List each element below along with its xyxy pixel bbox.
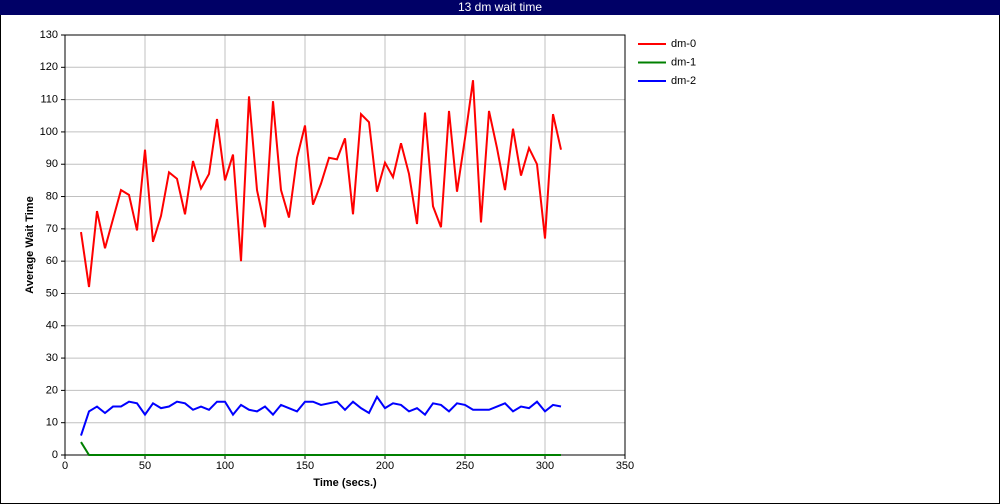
legend-label: dm-1: [671, 56, 696, 68]
y-tick-label: 130: [40, 29, 58, 41]
y-tick-label: 40: [46, 320, 58, 332]
line-series: [80, 441, 561, 456]
x-tick-label: 50: [139, 460, 151, 472]
title-bar: [0, 0, 1000, 15]
x-tick-label: 100: [216, 460, 234, 472]
plot-area: [65, 35, 625, 455]
x-tick-label: 250: [456, 460, 474, 472]
x-tick-label: 150: [296, 460, 314, 472]
y-tick-label: 110: [40, 94, 58, 106]
y-tick-label: 100: [40, 126, 58, 138]
line-series: [80, 394, 562, 436]
x-tick-label: 0: [62, 460, 68, 472]
y-tick-label: 60: [46, 255, 58, 267]
y-tick-label: 80: [46, 190, 58, 202]
x-axis-label: Time (secs.): [313, 477, 377, 489]
x-tick-label: 350: [616, 460, 634, 472]
legend-label: dm-0: [671, 38, 696, 50]
y-axis-label: Average Wait Time: [24, 196, 36, 293]
y-tick-label: 70: [46, 223, 58, 235]
chart-title: 13 dm wait time: [458, 0, 542, 14]
line-series: [80, 80, 562, 288]
y-tick-label: 30: [46, 352, 58, 364]
y-tick-label: 50: [46, 287, 58, 299]
y-tick-label: 20: [46, 384, 58, 396]
y-tick-label: 120: [40, 61, 58, 73]
y-tick-label: 0: [52, 449, 58, 461]
x-tick-label: 300: [536, 460, 554, 472]
x-tick-label: 200: [376, 460, 394, 472]
y-tick-label: 90: [46, 158, 58, 170]
legend-label: dm-2: [671, 75, 696, 87]
y-tick-label: 10: [46, 417, 58, 429]
